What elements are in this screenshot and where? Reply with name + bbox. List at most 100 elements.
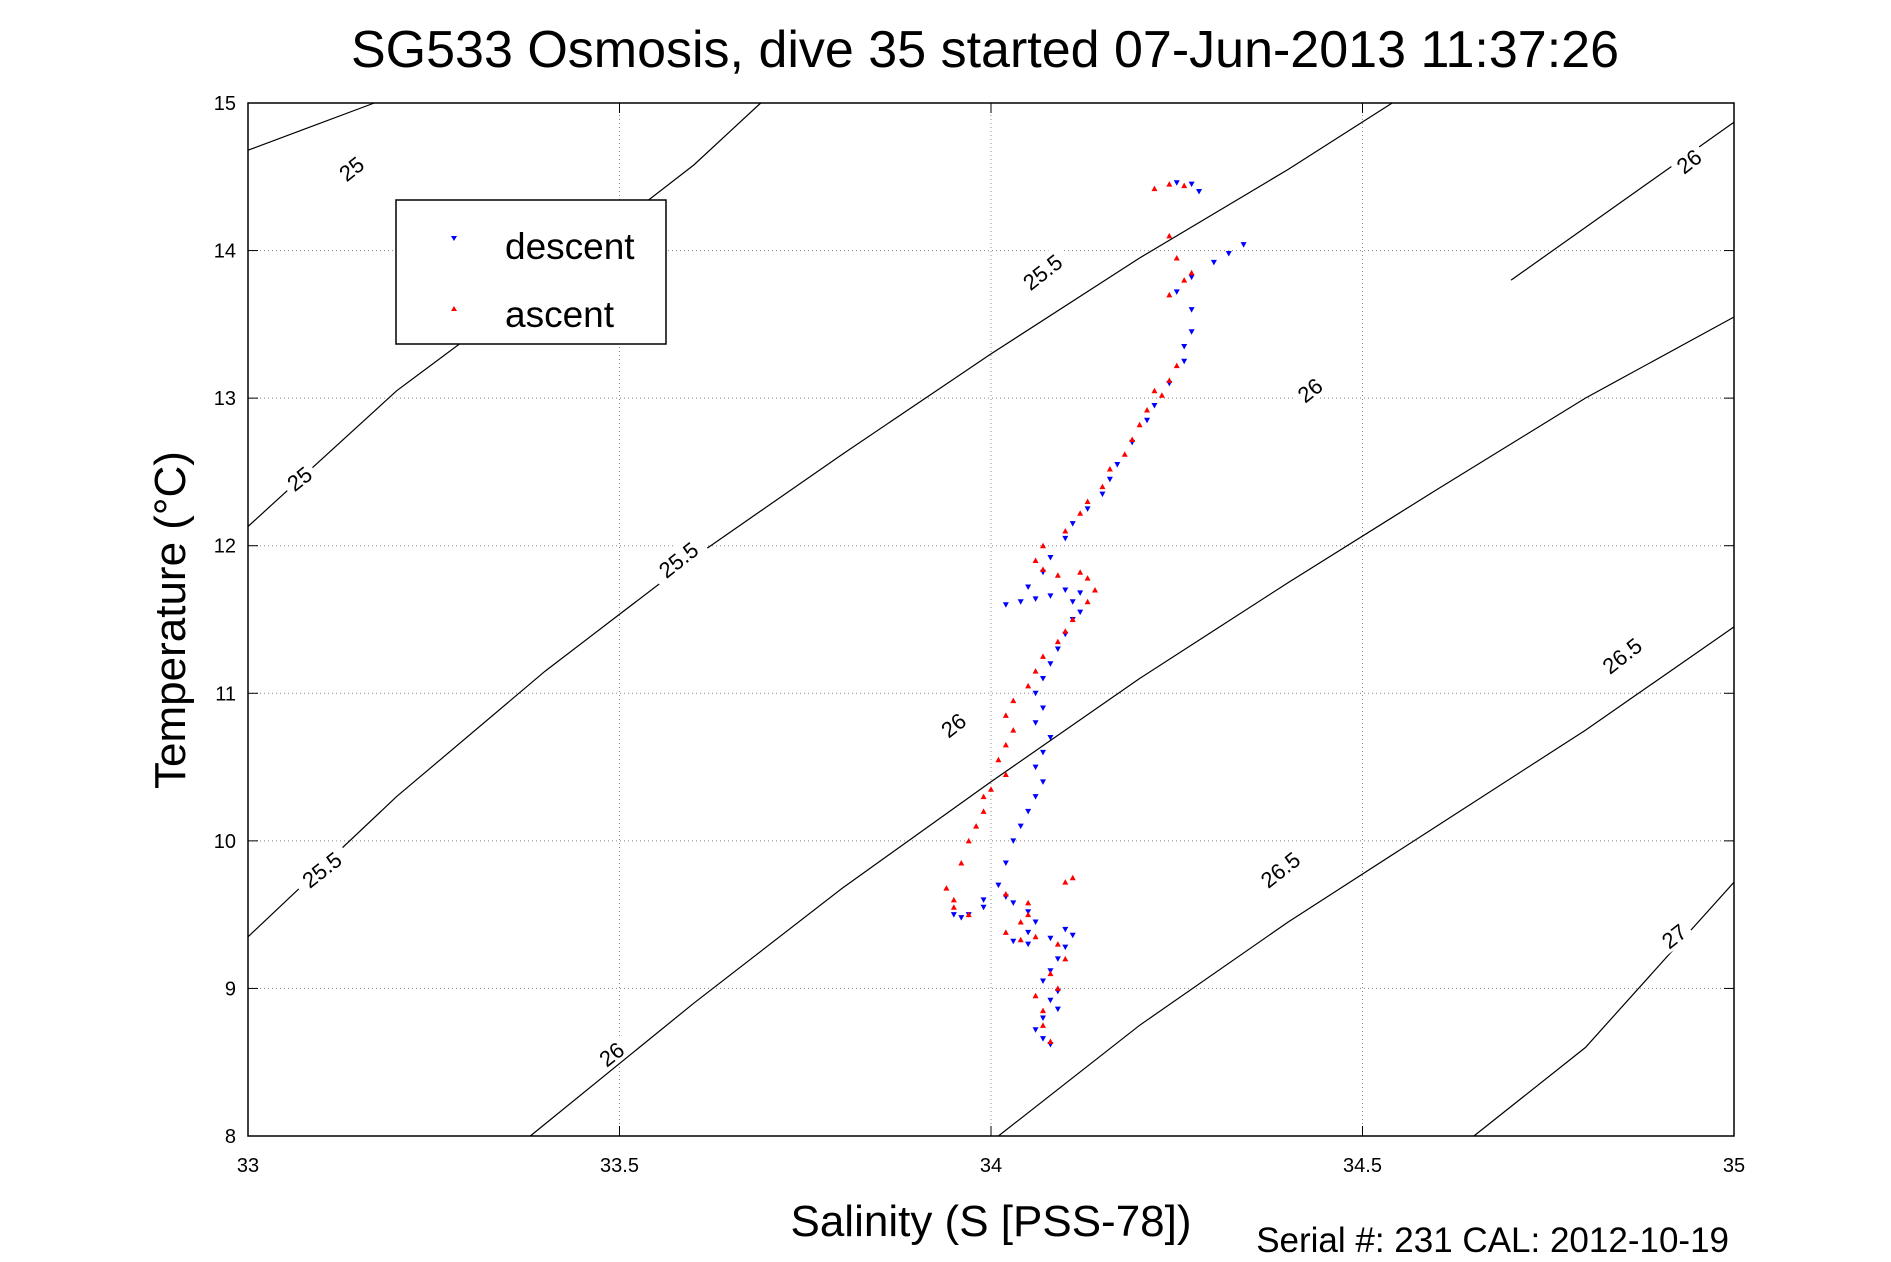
descent-point xyxy=(1040,749,1047,756)
ascent-point xyxy=(1017,919,1024,925)
y-tick-label: 10 xyxy=(214,831,236,853)
ascent-point xyxy=(1084,498,1091,504)
descent-point xyxy=(1099,491,1106,498)
ascent-point xyxy=(1032,933,1039,940)
y-tick-label: 14 xyxy=(214,241,236,263)
descent-point xyxy=(1114,462,1121,468)
ascent-point xyxy=(1002,712,1009,718)
ascent-point xyxy=(965,911,972,918)
descent-point xyxy=(1188,274,1195,281)
ascent-point xyxy=(1106,465,1113,472)
contour-label-bg xyxy=(1590,626,1653,683)
ascent-point xyxy=(1084,598,1091,605)
ascent-point xyxy=(950,904,957,910)
x-tick-label: 34.5 xyxy=(1343,1155,1382,1177)
chart-title: SG533 Osmosis, dive 35 started 07-Jun-20… xyxy=(351,21,1619,79)
ascent-point xyxy=(1054,638,1061,645)
descent-point xyxy=(1173,180,1180,186)
ascent-point xyxy=(1084,575,1091,581)
descent-point xyxy=(1032,1027,1039,1033)
ascent-point xyxy=(973,823,980,829)
descent-point xyxy=(1047,593,1054,599)
contour-label-bg xyxy=(290,840,353,897)
x-tick-label: 33 xyxy=(237,1155,259,1177)
legend-descent-marker xyxy=(451,236,457,241)
descent-point xyxy=(1025,808,1032,815)
descent-point xyxy=(1196,189,1203,195)
y-tick-label: 8 xyxy=(225,1126,236,1148)
y-tick-label: 11 xyxy=(215,683,236,705)
descent-point xyxy=(1062,587,1069,593)
descent-point xyxy=(1225,251,1232,257)
contour-label-bg xyxy=(329,147,372,188)
descent-point xyxy=(1032,794,1039,800)
contour-label-bg xyxy=(590,1033,632,1074)
descent-point xyxy=(1025,929,1032,936)
descent-point xyxy=(1188,307,1195,313)
ascent-point xyxy=(1017,936,1024,943)
ascent-point xyxy=(1077,569,1084,575)
y-axis-ticks: 8 9 10 11 12 13 14 15 xyxy=(214,93,1734,1148)
contour-label-group: 26.5 xyxy=(1590,626,1653,683)
descent-point xyxy=(1151,403,1158,409)
ascent-point xyxy=(1047,970,1054,977)
ascent-point xyxy=(1144,406,1151,413)
sigma-contour-25-5 xyxy=(247,102,1393,938)
y-tick-label: 13 xyxy=(214,388,236,410)
ascent-point xyxy=(1054,985,1061,991)
ascent-point xyxy=(965,837,972,844)
descent-point xyxy=(1025,584,1032,591)
ascent-point xyxy=(1002,771,1009,777)
descent-point xyxy=(1047,997,1054,1004)
ascent-point xyxy=(1010,727,1017,733)
descent-point xyxy=(1077,590,1084,596)
ascent-point xyxy=(1062,879,1069,885)
contour-label-bg xyxy=(931,704,974,745)
ascent-point xyxy=(1054,572,1061,578)
descent-point xyxy=(980,897,987,903)
ascent-point xyxy=(1062,527,1069,534)
ascent-point xyxy=(1129,436,1136,442)
descent-point xyxy=(1106,476,1113,483)
ascent-point xyxy=(1121,451,1128,457)
ascent-point xyxy=(1166,291,1173,298)
descent-point xyxy=(1047,735,1054,741)
ascent-point xyxy=(1040,542,1047,549)
descent-point xyxy=(1002,860,1009,866)
ascent-point xyxy=(1181,182,1188,189)
descent-point xyxy=(1062,926,1069,933)
descent-point xyxy=(1054,956,1061,962)
ascent-point xyxy=(1062,628,1069,634)
ascent-point xyxy=(1151,387,1158,394)
descent-point xyxy=(1062,535,1069,542)
contour-label-bg xyxy=(1652,915,1695,956)
ascent-point xyxy=(1099,483,1106,490)
ascent-point xyxy=(1062,955,1069,962)
descent-point xyxy=(1173,289,1180,295)
descent-point xyxy=(980,904,987,911)
ascent-point xyxy=(1092,586,1099,593)
descent-point xyxy=(1054,646,1061,653)
descent-point xyxy=(1025,941,1032,948)
ascent-point xyxy=(980,793,987,800)
ascent-series xyxy=(943,181,1195,1045)
legend-ascent-label: ascent xyxy=(505,294,615,335)
ascent-point xyxy=(1136,421,1143,428)
ascent-point xyxy=(1173,362,1180,369)
descent-point xyxy=(958,915,965,921)
descent-point xyxy=(1040,705,1047,712)
serial-cal-footer: Serial #: 231 CAL: 2012-10-19 xyxy=(1256,1221,1729,1260)
sigma-contour-26-5 xyxy=(998,626,1735,1137)
legend-descent-label: descent xyxy=(505,226,635,267)
ascent-point xyxy=(1166,377,1173,383)
ascent-point xyxy=(1069,874,1076,881)
descent-point xyxy=(1047,555,1054,561)
sigma-contour-26 xyxy=(529,316,1735,1137)
descent-point xyxy=(1032,596,1039,602)
ascent-point xyxy=(1002,741,1009,748)
ascent-point xyxy=(1188,269,1195,276)
ascent-point xyxy=(950,896,957,903)
ascent-point xyxy=(958,859,965,866)
